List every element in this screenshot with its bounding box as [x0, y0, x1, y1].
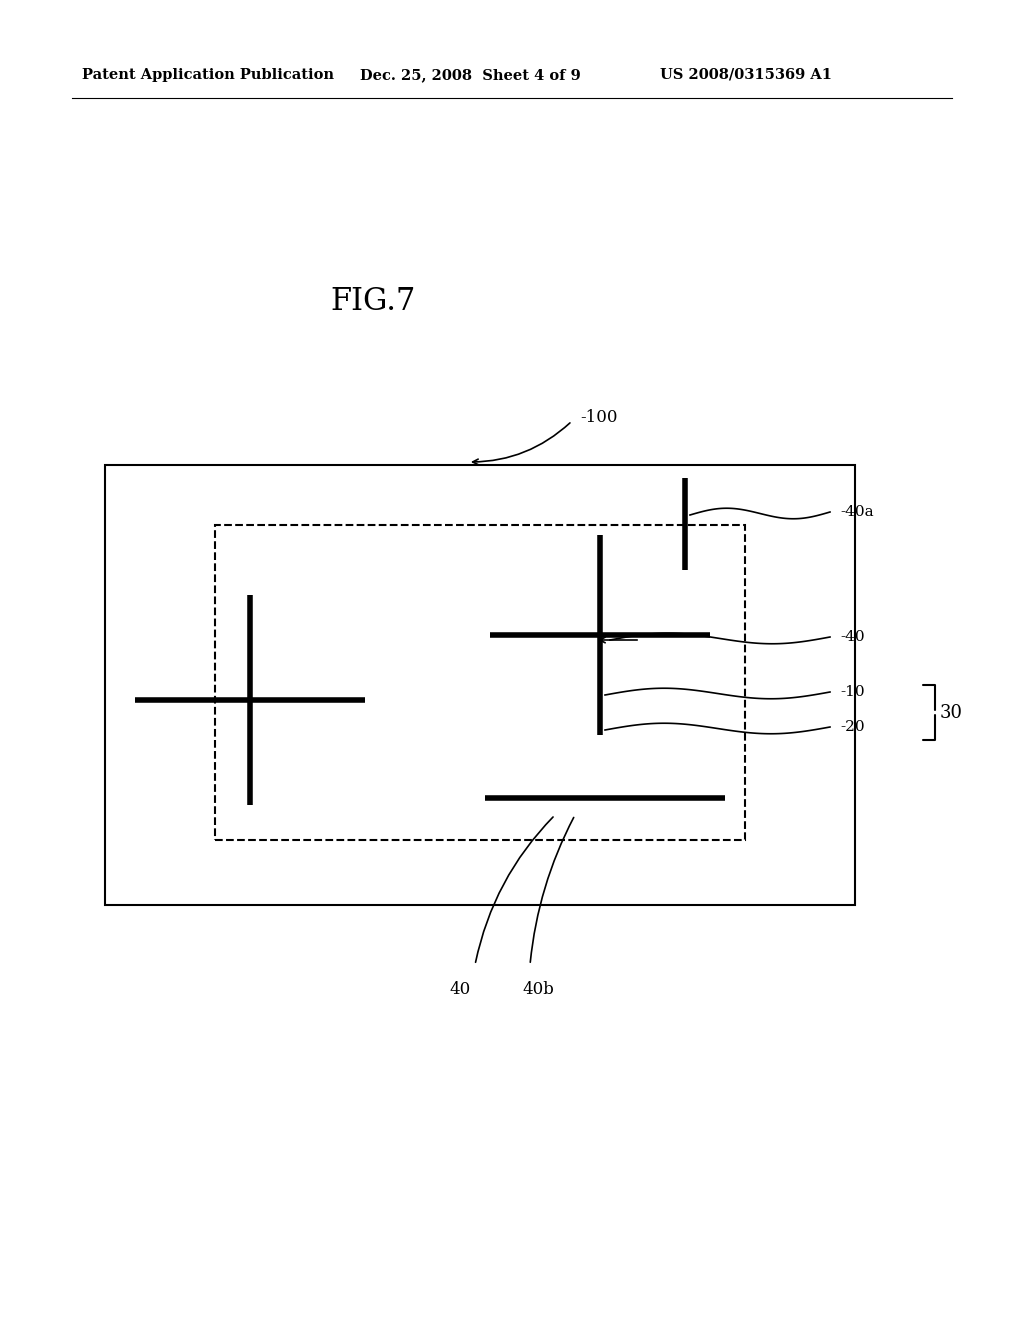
Text: 30: 30 [940, 704, 963, 722]
Text: -40: -40 [840, 630, 864, 644]
Text: -40a: -40a [840, 506, 873, 519]
Text: US 2008/0315369 A1: US 2008/0315369 A1 [660, 69, 831, 82]
Text: Patent Application Publication: Patent Application Publication [82, 69, 334, 82]
Text: -10: -10 [840, 685, 864, 700]
Text: 40b: 40b [522, 982, 554, 998]
Text: 40: 40 [450, 982, 471, 998]
Bar [215, 525, 745, 840]
Text: FIG.7: FIG.7 [330, 286, 416, 318]
Text: -100: -100 [580, 409, 617, 426]
Text: Dec. 25, 2008  Sheet 4 of 9: Dec. 25, 2008 Sheet 4 of 9 [360, 69, 581, 82]
Bar [105, 465, 855, 906]
Text: -20: -20 [840, 719, 864, 734]
